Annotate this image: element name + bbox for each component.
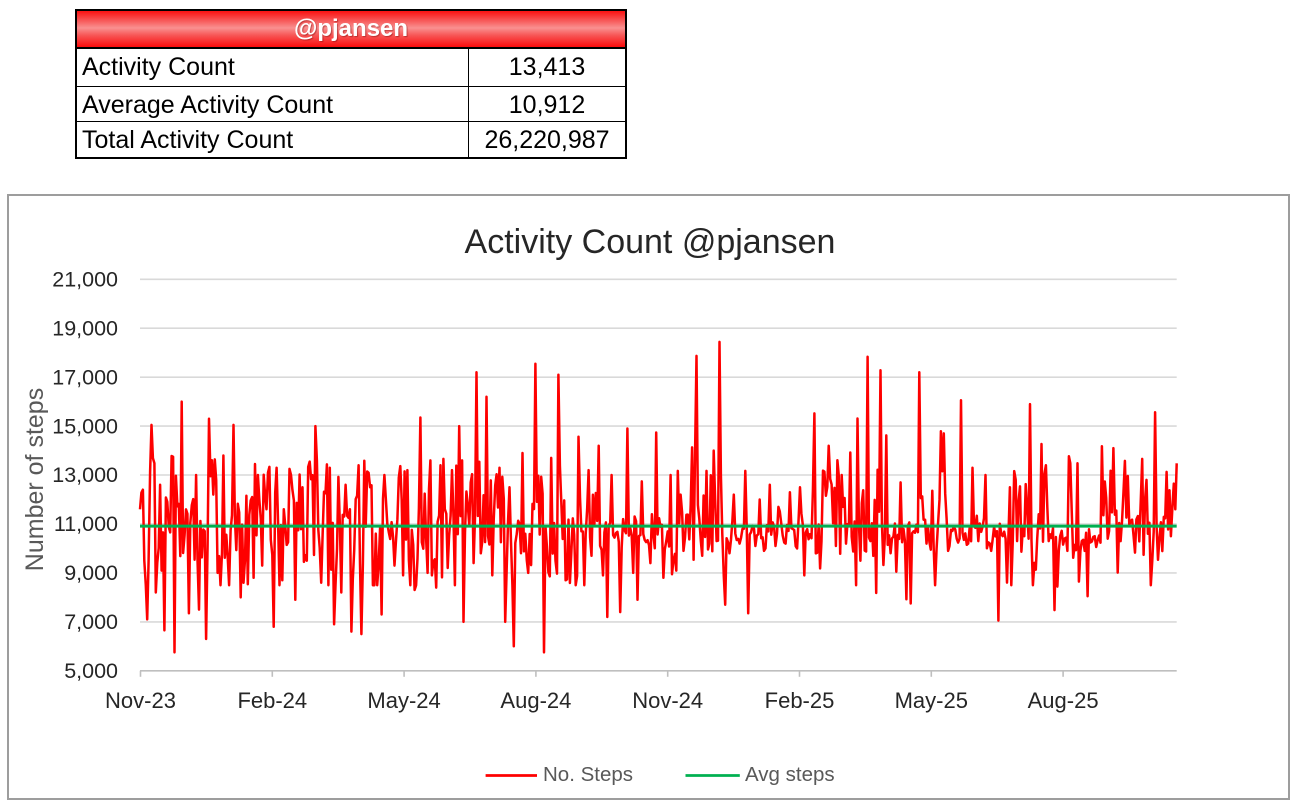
svg-text:13,000: 13,000 xyxy=(52,463,118,487)
svg-text:Avg steps: Avg steps xyxy=(745,763,835,786)
svg-text:5,000: 5,000 xyxy=(64,659,118,683)
svg-text:Activity Count @pjansen: Activity Count @pjansen xyxy=(465,223,836,261)
svg-text:21,000: 21,000 xyxy=(52,268,118,292)
svg-text:11,000: 11,000 xyxy=(54,512,118,536)
svg-text:No. Steps: No. Steps xyxy=(543,763,633,786)
svg-text:17,000: 17,000 xyxy=(52,365,118,389)
svg-text:Number of steps: Number of steps xyxy=(21,388,49,571)
svg-text:May-25: May-25 xyxy=(895,688,968,713)
svg-text:15,000: 15,000 xyxy=(52,414,118,438)
svg-text:19,000: 19,000 xyxy=(52,316,118,340)
svg-text:Nov-23: Nov-23 xyxy=(105,688,176,713)
svg-text:Aug-25: Aug-25 xyxy=(1028,688,1099,713)
svg-text:Feb-25: Feb-25 xyxy=(765,688,835,713)
svg-text:Aug-24: Aug-24 xyxy=(500,688,571,713)
svg-text:Nov-24: Nov-24 xyxy=(632,688,703,713)
svg-text:May-24: May-24 xyxy=(367,688,440,713)
svg-text:Feb-24: Feb-24 xyxy=(237,688,307,713)
svg-text:7,000: 7,000 xyxy=(64,610,118,634)
svg-text:9,000: 9,000 xyxy=(64,561,118,585)
